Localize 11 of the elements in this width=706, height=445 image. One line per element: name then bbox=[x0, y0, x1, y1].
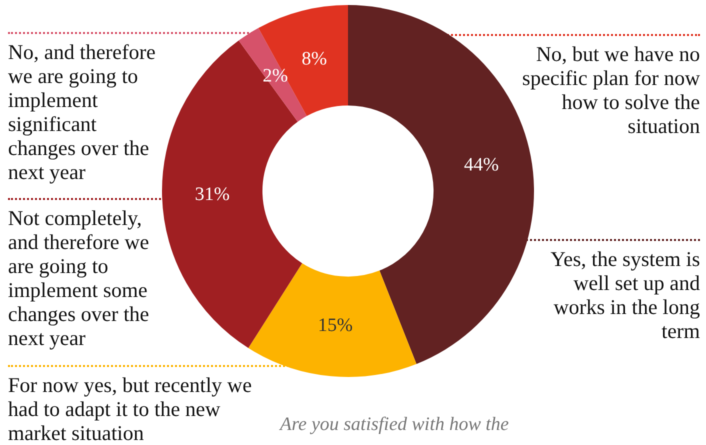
slice-label: For now yes, but recently we had to adapt it to the new market situation bbox=[8, 373, 253, 445]
data-label: 31% bbox=[194, 184, 230, 206]
data-label: 8% bbox=[302, 48, 328, 70]
slice-label: Not completely, and therefore we are going to implement some changes over the next year bbox=[8, 206, 150, 350]
data-label: 2% bbox=[262, 65, 288, 86]
data-label: 15% bbox=[318, 315, 353, 336]
slice-label: Yes, the system is well set up and works in the long term bbox=[549, 247, 700, 343]
slice-label: No, but we have no specific plan for now how to solve the situation bbox=[521, 42, 700, 138]
data-label: 44% bbox=[464, 154, 499, 176]
text: Are you satisfied with how the bbox=[280, 414, 509, 436]
slice-label: No, and therefore we are going to implement significant changes over the next year bbox=[8, 40, 157, 184]
